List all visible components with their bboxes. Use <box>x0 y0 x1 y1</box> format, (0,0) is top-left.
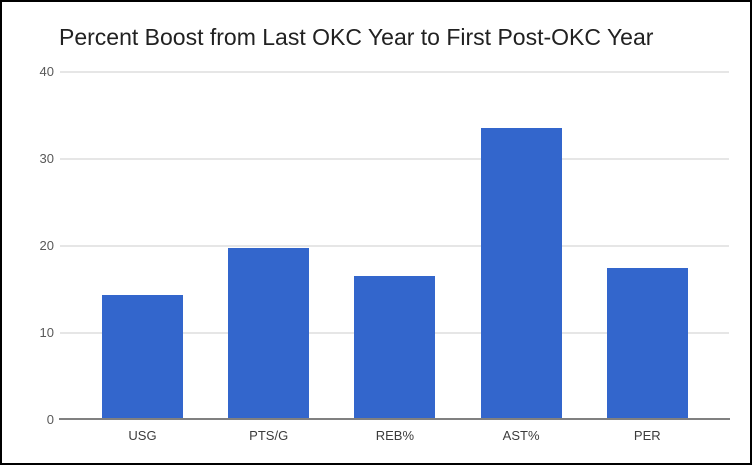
x-axis-baseline <box>59 418 730 420</box>
gridline-20 <box>60 245 729 247</box>
bar-per <box>606 267 688 419</box>
x-axis-label-ast: AST% <box>502 428 540 443</box>
bar-reb <box>354 276 436 419</box>
x-axis-label-usg: USG <box>128 428 157 443</box>
bar-ast <box>480 127 562 419</box>
x-axis-label-reb: REB% <box>375 428 415 443</box>
chart-title: Percent Boost from Last OKC Year to Firs… <box>59 24 654 50</box>
bar-usg <box>102 294 183 419</box>
y-axis-label-30: 30 <box>39 151 54 166</box>
y-axis-label-0: 0 <box>46 412 54 427</box>
gridline-40 <box>60 71 729 73</box>
y-axis-label-40: 40 <box>39 64 54 79</box>
gridline-30 <box>60 158 729 160</box>
plot-area <box>59 71 730 420</box>
bar-ptsg <box>228 247 310 419</box>
y-axis-label-10: 10 <box>39 325 54 340</box>
y-axis-label-20: 20 <box>39 238 54 253</box>
x-axis-label-ptsg: PTS/G <box>249 428 289 443</box>
x-axis-label-per: PER <box>633 428 661 443</box>
